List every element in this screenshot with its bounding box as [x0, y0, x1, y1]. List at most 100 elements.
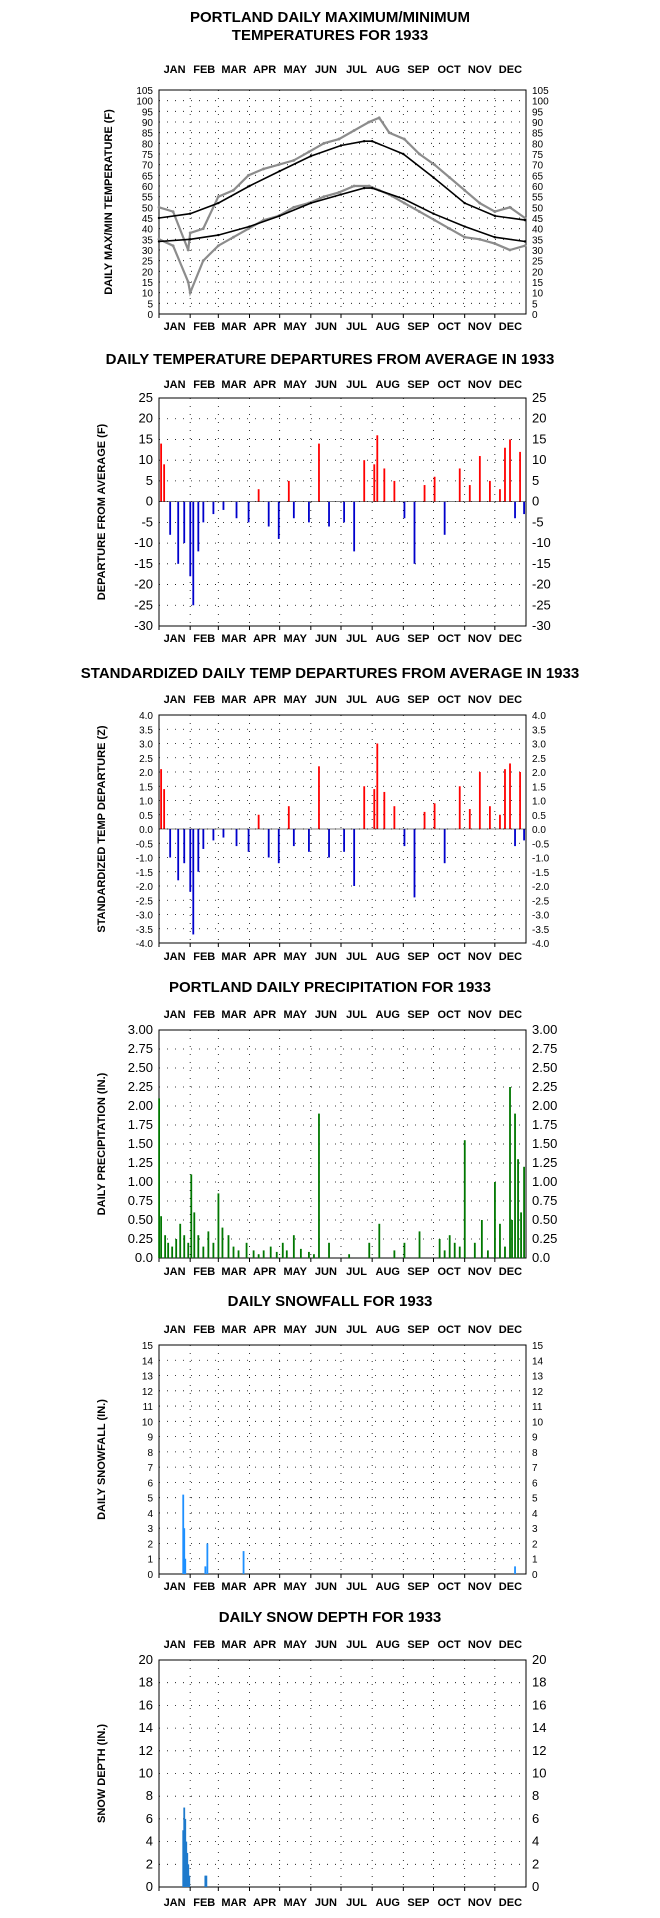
y-tick-label-left: 0.0 [135, 1250, 153, 1265]
bar [520, 1212, 522, 1258]
bar [353, 829, 356, 886]
bar [169, 829, 172, 858]
month-label: JUL [346, 1266, 367, 1278]
y-tick-label-right: 5 [532, 1494, 538, 1505]
y-tick-label-right: 1.0 [532, 797, 546, 808]
month-label: FEB [193, 694, 215, 706]
bar [206, 1543, 209, 1574]
bar [177, 829, 180, 881]
month-label: JAN [164, 951, 186, 963]
month-label: JUN [315, 64, 337, 76]
month-label: MAY [284, 1581, 308, 1593]
bar [202, 829, 205, 849]
month-label: DEC [499, 1324, 522, 1336]
y-tick-label-left: 16 [139, 1697, 153, 1712]
bar [443, 1250, 446, 1258]
month-label: MAY [284, 1897, 308, 1909]
y-tick-label-right: 0 [532, 1570, 538, 1581]
bar [504, 769, 506, 829]
bar [205, 1875, 208, 1887]
bar [499, 1223, 501, 1258]
y-tick-label-left: 4.0 [139, 711, 153, 722]
data-point-actual_max [523, 216, 527, 220]
data-point-normal_max [217, 201, 220, 205]
month-label: SEP [407, 1009, 429, 1021]
bar [287, 806, 290, 829]
month-label: APR [253, 1009, 276, 1021]
month-label: JUL [346, 951, 367, 963]
y-tick-label-right: 1.25 [532, 1155, 557, 1170]
month-label: JAN [164, 379, 186, 391]
bar [343, 501, 346, 523]
month-label: DEC [499, 694, 522, 706]
y-tick-label-right: 13 [532, 1372, 544, 1383]
y-tick-label-left: -10 [134, 535, 153, 550]
bar [504, 1246, 506, 1258]
y-tick-label-right: -4.0 [532, 939, 550, 950]
month-label: JAN [164, 1581, 186, 1593]
data-point-actual_max [448, 176, 451, 179]
bar [393, 480, 396, 502]
bar [222, 501, 225, 510]
month-label: MAY [284, 633, 308, 645]
y-tick-label-left: -25 [134, 597, 153, 612]
bar [438, 1239, 441, 1258]
y-tick-label-left: 2.5 [139, 754, 153, 765]
bar [204, 1566, 207, 1574]
y-tick-label-left: -20 [134, 577, 153, 592]
bar [318, 766, 320, 829]
month-label: APR [253, 951, 276, 963]
bar [328, 829, 330, 858]
y-tick-label-right: 20 [532, 411, 546, 426]
data-point-actual_max [478, 201, 482, 205]
y-tick-label-left: 2.50 [128, 1060, 153, 1075]
month-label: FEB [193, 1009, 215, 1021]
bar [443, 829, 446, 864]
month-label: SEP [407, 64, 429, 76]
y-tick-label-right: 15 [532, 1341, 544, 1352]
bar [514, 1566, 516, 1574]
y-tick-label-left: 13 [142, 1372, 154, 1383]
month-label: MAR [221, 1009, 246, 1021]
y-axis-label: DAILY MAX/MIN TEMPERATURE (F) [103, 109, 115, 295]
y-tick-label-right: 0 [532, 310, 538, 321]
bar [458, 786, 461, 829]
y-tick-label-left: 100 [136, 97, 153, 108]
y-tick-label-left: 15 [142, 1341, 154, 1352]
month-label: MAR [221, 951, 246, 963]
month-label: JAN [164, 1009, 186, 1021]
y-tick-label-right: -2.0 [532, 882, 550, 893]
data-point-actual_min [463, 235, 467, 239]
bar [227, 1235, 230, 1258]
y-tick-label-left: 2 [146, 1856, 153, 1871]
month-label: MAY [284, 1639, 308, 1651]
chart-panel-snowfall: DAILY SNOWFALL FOR 1933 JAN JAN FEB FEB MAR MA… [96, 1293, 544, 1593]
y-tick-label-right: 0 [532, 494, 539, 509]
month-label: JUL [346, 321, 367, 333]
y-tick-label-right: -3.5 [532, 925, 550, 936]
y-tick-label-right: -25 [532, 597, 551, 612]
data-point-normal_min [188, 238, 192, 241]
data-point-actual_min [433, 218, 436, 222]
chart-title: DAILY SNOW DEPTH FOR 1933 [219, 1609, 442, 1626]
y-tick-label-left: 10 [142, 1417, 154, 1428]
month-label: NOV [468, 64, 493, 76]
data-point-normal_min [402, 197, 405, 200]
y-tick-label-left: -2.5 [136, 896, 154, 907]
month-label: OCT [437, 1897, 461, 1909]
bar [458, 1246, 461, 1258]
bar [177, 501, 180, 564]
data-point-normal_max [432, 176, 435, 179]
month-label: JUN [315, 1581, 337, 1593]
bar [353, 501, 356, 552]
month-label: SEP [407, 1266, 429, 1278]
y-tick-label-left: 14 [142, 1356, 154, 1367]
y-tick-label-right: 0 [532, 1879, 539, 1894]
month-label: SEP [407, 1324, 429, 1336]
month-label: MAY [284, 1009, 308, 1021]
y-tick-label-right: 30 [532, 246, 544, 257]
month-label: JUL [346, 379, 367, 391]
y-tick-label-right: 18 [532, 1675, 546, 1690]
data-point-normal_max [402, 152, 405, 156]
y-tick-label-right: 2.5 [532, 754, 546, 765]
